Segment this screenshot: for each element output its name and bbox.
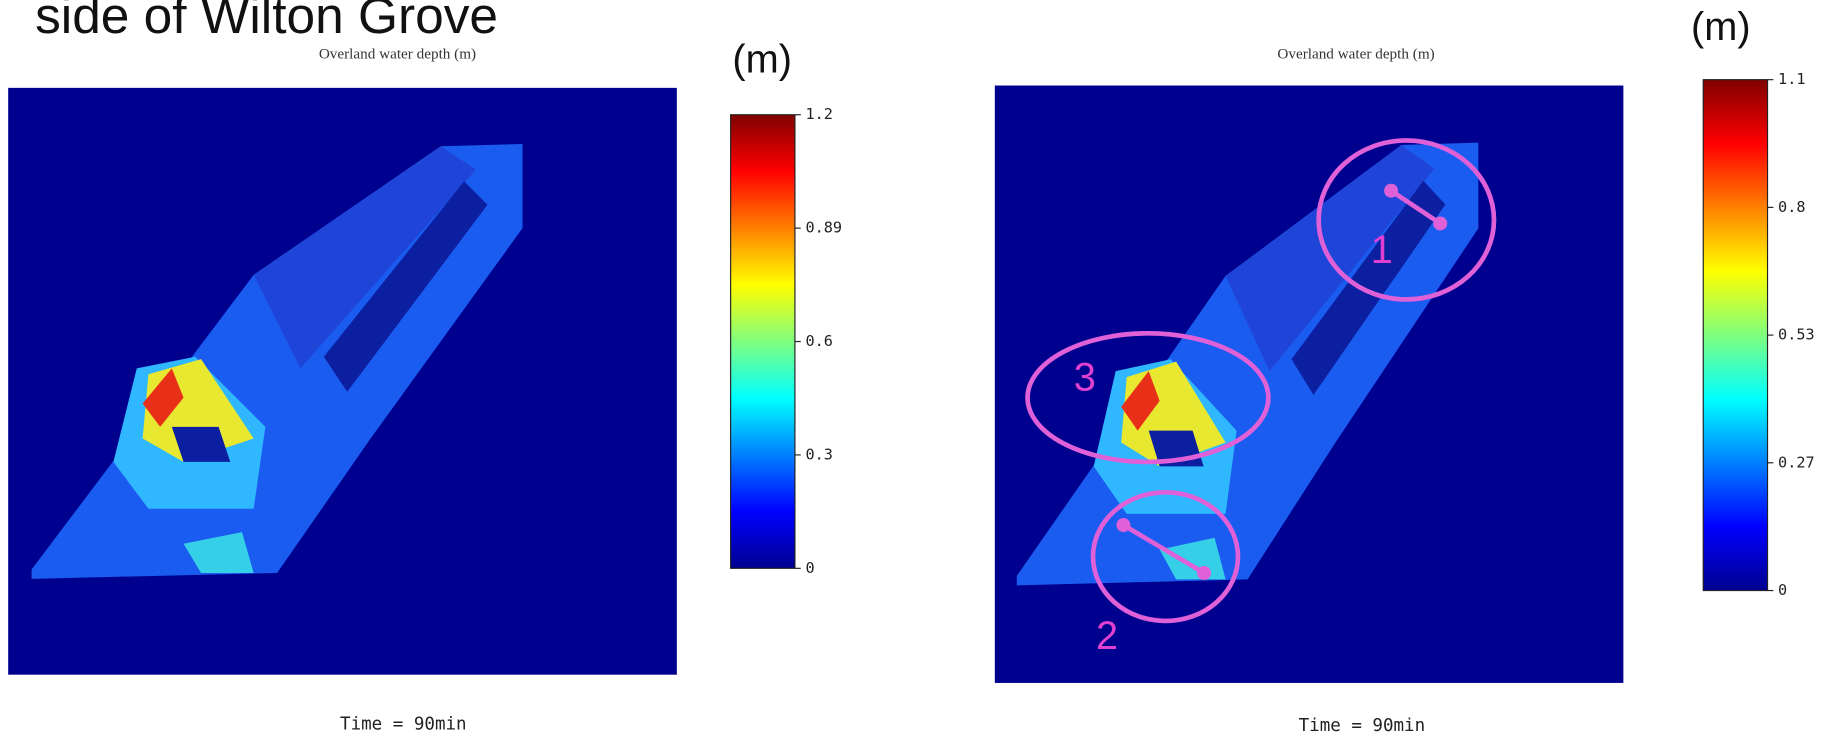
- slide-title: side of Wilton Grove: [35, 0, 498, 44]
- plot-title: Overland water depth (m): [319, 46, 476, 63]
- colorbar-tick-label: 1.2: [805, 105, 832, 123]
- unit: (m): [1691, 5, 1751, 49]
- panel-right: Overland water depth (m) (m) 1.1 0.8 0.53 0…: [995, 5, 1815, 736]
- colorbar-tick-label: 1.1: [1778, 70, 1805, 88]
- colorbar-tick-label: 0.6: [805, 332, 832, 350]
- annotation-label: 3: [1074, 356, 1096, 400]
- annotation-label: 1: [1371, 228, 1393, 272]
- colorbar-tick-label: 0.53: [1778, 326, 1815, 344]
- time-label: Time = 90min: [1299, 716, 1426, 736]
- colorbar-tick-label: 0.8: [1778, 198, 1805, 216]
- annotation-label: 2: [1096, 614, 1118, 658]
- slide: side of Wilton Grove Overland water dept…: [0, 0, 1833, 738]
- time-label: Time = 90min: [340, 715, 467, 735]
- colorbar: [1703, 80, 1767, 591]
- plot-title: Overland water depth (m): [1277, 46, 1434, 63]
- unit: (m): [732, 38, 792, 82]
- panel-left: Overland water depth (m) (m) 1.2 0.89 0.6 0…: [8, 38, 842, 735]
- colorbar-tick-label: 0.3: [805, 445, 832, 463]
- colorbar: [731, 115, 795, 569]
- colorbar-tick-label: 0.27: [1778, 453, 1815, 471]
- heatmap: [8, 88, 677, 675]
- colorbar-tick-label: 0: [805, 559, 814, 577]
- colorbar-tick-label: 0.89: [805, 219, 842, 237]
- colorbar-tick-label: 0: [1778, 581, 1787, 599]
